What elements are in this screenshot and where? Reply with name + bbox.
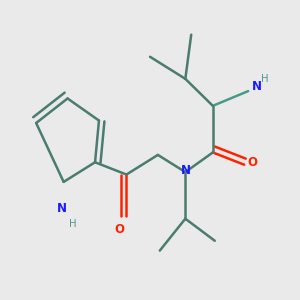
Text: N: N (57, 202, 67, 215)
Text: O: O (114, 224, 124, 236)
Text: O: O (248, 156, 258, 169)
Text: H: H (261, 74, 268, 84)
Text: N: N (181, 164, 191, 177)
Text: N: N (252, 80, 262, 93)
Text: H: H (68, 219, 76, 229)
